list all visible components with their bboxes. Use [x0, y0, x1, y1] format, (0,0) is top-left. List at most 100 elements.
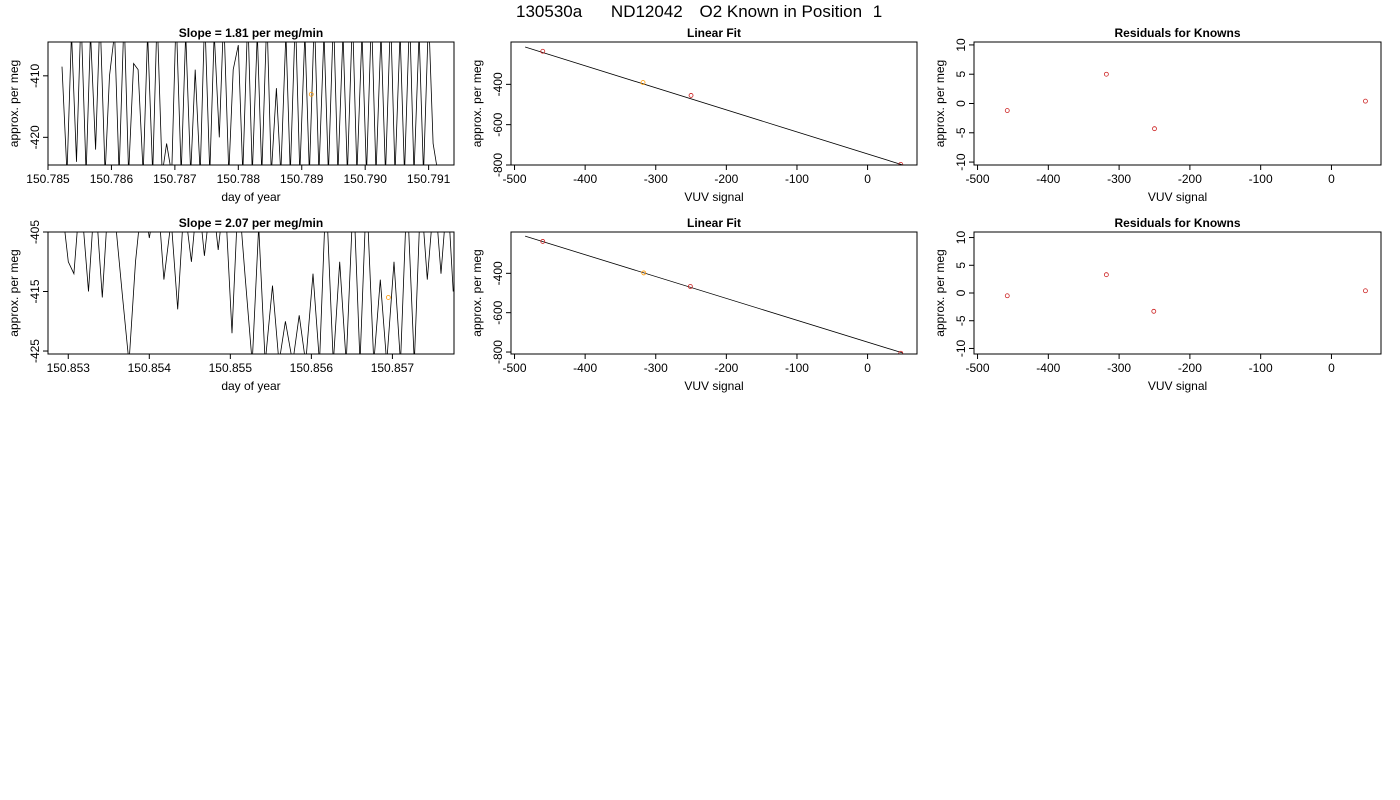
y-axis-label: approx. per meg	[470, 60, 484, 147]
x-tick-label: -200	[714, 172, 738, 186]
data-point	[898, 350, 904, 354]
data-point	[1363, 288, 1368, 294]
x-tick-label: -400	[573, 361, 597, 375]
y-tick-label: -600	[491, 300, 505, 324]
x-tick-label: 0	[864, 361, 871, 375]
x-axis-label: day of year	[221, 379, 280, 393]
x-tick-label: 150.787	[153, 172, 197, 186]
x-tick-label: -400	[1036, 361, 1060, 375]
x-axis: -500 -400 -300 -200 -100 0 VUV signal	[966, 165, 1335, 204]
y-tick-label: -410	[28, 63, 42, 87]
x-tick-label: -100	[1249, 172, 1273, 186]
y-tick-label: -400	[491, 261, 505, 285]
y-tick-label: -400	[491, 72, 505, 96]
y-tick-label: -415	[28, 279, 42, 303]
data-point	[1151, 308, 1157, 314]
y-tick-label: 5	[954, 71, 968, 78]
x-tick-label: -300	[644, 361, 668, 375]
data-point	[540, 239, 546, 244]
plot-frame	[510, 231, 918, 355]
plot-area	[1004, 71, 1368, 132]
panel-title: Residuals for Knowns	[1114, 216, 1240, 230]
x-axis-label: VUV signal	[1148, 379, 1207, 393]
plot-area	[61, 42, 438, 165]
highlight-point	[308, 91, 314, 97]
tank-id: ND12042	[611, 2, 683, 21]
y-axis-label: approx. per meg	[933, 249, 947, 336]
x-tick-label: -500	[966, 361, 990, 375]
x-tick-label: -400	[573, 172, 597, 186]
panel-title: Slope = 1.81 per meg/min	[179, 26, 323, 40]
x-tick-label: -100	[785, 172, 809, 186]
plot-frame	[47, 231, 455, 355]
y-axis: -800 -600 -400 approx. per meg	[470, 60, 511, 177]
x-tick-label: 150.855	[209, 361, 253, 375]
panel-title: Linear Fit	[687, 26, 741, 40]
position-number: 1	[873, 2, 882, 21]
figure-title: 130530a ND12042 O2 Known in Position 1	[516, 2, 882, 21]
y-tick-label: -425	[28, 339, 42, 363]
data-point	[1103, 272, 1109, 278]
x-tick-label: -300	[1107, 361, 1131, 375]
y-axis: -10 -5 0 5 10 approx. per meg	[933, 231, 974, 357]
fit-line	[525, 46, 903, 165]
y-tick-label: -5	[954, 315, 968, 326]
x-tick-label: 150.788	[217, 172, 261, 186]
data-point	[1004, 108, 1010, 113]
x-axis-label: day of year	[221, 190, 280, 204]
y-axis: -420 -410 approx. per meg	[7, 60, 48, 149]
y-axis-label: approx. per meg	[7, 60, 21, 147]
panel-grid: Slope = 1.81 per meg/min 150.785 150.786 15…	[7, 26, 1382, 393]
y-tick-label: 5	[954, 262, 968, 269]
data-point	[641, 270, 647, 276]
run-id: 130530a	[516, 2, 583, 21]
plot-area	[1004, 272, 1368, 314]
panel-3: Residuals for Knowns-500 -400 -300 -200 -100…	[933, 26, 1382, 204]
x-axis: -500 -400 -300 -200 -100 0 VUV signal	[503, 165, 871, 204]
y-axis-label: approx. per meg	[7, 249, 21, 336]
y-tick-label: 10	[954, 231, 968, 245]
x-axis-label: VUV signal	[684, 190, 743, 204]
panel-title: Linear Fit	[687, 216, 741, 230]
plot-area	[525, 235, 904, 354]
y-axis: -10 -5 0 5 10 approx. per meg	[933, 38, 974, 171]
x-tick-label: 150.790	[343, 172, 387, 186]
data-point	[1363, 98, 1368, 104]
fit-line	[525, 235, 903, 354]
x-tick-label: -300	[644, 172, 668, 186]
data-point	[540, 48, 546, 54]
y-tick-label: -405	[28, 220, 42, 244]
y-tick-label: -5	[954, 127, 968, 138]
data-point	[898, 161, 904, 165]
x-tick-label: 150.854	[128, 361, 172, 375]
x-tick-label: 150.856	[290, 361, 334, 375]
plot-frame	[47, 41, 455, 166]
plot-area	[64, 232, 454, 354]
data-point	[1152, 126, 1157, 132]
y-tick-label: -800	[491, 340, 505, 364]
x-tick-label: -100	[1249, 361, 1273, 375]
x-tick-label: 150.785	[26, 172, 70, 186]
data-point	[1103, 71, 1109, 77]
x-tick-label: 150.786	[90, 172, 134, 186]
panel-5: Linear Fit -500 -400 -300 -200 -100 0 VUV signa…	[470, 216, 918, 393]
y-tick-label: -10	[954, 339, 968, 357]
x-tick-label: -200	[1178, 361, 1202, 375]
x-tick-label: 0	[1328, 172, 1335, 186]
description: O2 Known in Position	[699, 2, 862, 21]
x-axis: -500 -400 -300 -200 -100 0 VUV signal	[966, 354, 1335, 393]
x-tick-label: -500	[966, 172, 990, 186]
data-point	[688, 93, 694, 98]
x-tick-label: -200	[714, 361, 738, 375]
x-axis: 150.785 150.786 150.787 150.788 150.789 150.7…	[26, 165, 451, 204]
y-tick-label: -10	[954, 153, 968, 171]
y-axis: -800 -600 -400 approx. per meg	[470, 249, 511, 364]
series-line-1	[61, 42, 438, 165]
y-axis-label: approx. per meg	[933, 60, 947, 147]
x-tick-label: 150.853	[47, 361, 91, 375]
x-tick-label: 0	[1328, 361, 1335, 375]
highlight-point	[385, 295, 391, 300]
panel-6: Residuals for Knowns-500 -400 -300 -200 -100…	[933, 216, 1382, 393]
x-tick-label: 0	[864, 172, 871, 186]
